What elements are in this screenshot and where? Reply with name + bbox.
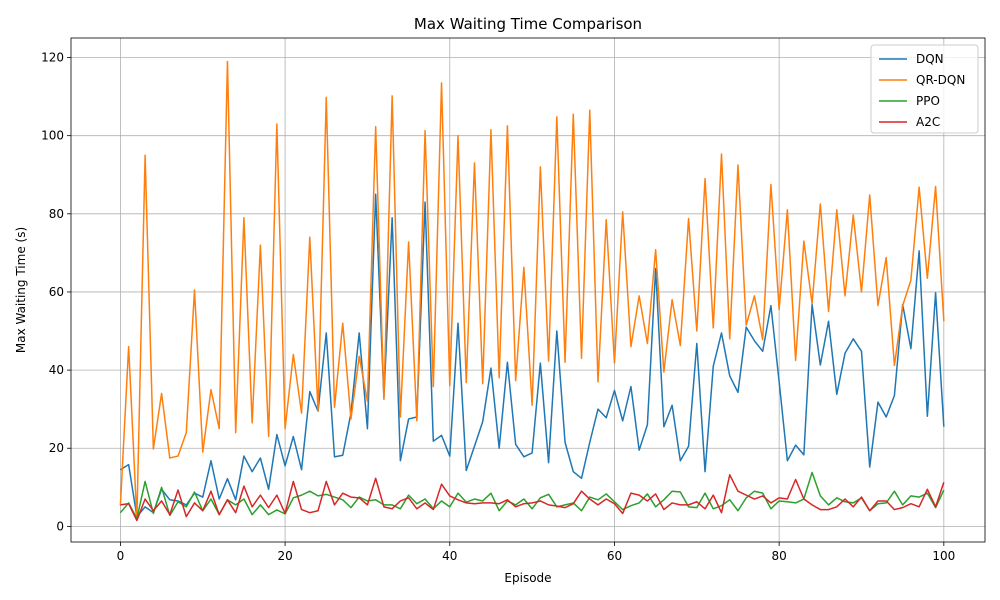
grid	[71, 38, 985, 542]
y-axis-label: Max Waiting Time (s)	[14, 227, 28, 353]
x-tick-label: 100	[932, 549, 955, 563]
series-line-dqn	[120, 193, 945, 518]
legend-label-a2c: A2C	[916, 115, 940, 129]
y-tick-label: 40	[49, 363, 64, 377]
legend-label-qr-dqn: QR-DQN	[916, 73, 965, 87]
series-line-a2c	[120, 474, 945, 522]
legend-label-ppo: PPO	[916, 94, 940, 108]
series-line-qr-dqn	[119, 60, 945, 521]
x-tick-label: 40	[442, 549, 457, 563]
plot-frame	[70, 37, 986, 543]
x-tick-label: 60	[607, 549, 622, 563]
series-line-ppo	[119, 471, 945, 520]
chart-title: Max Waiting Time Comparison	[414, 15, 642, 33]
y-tick-label: 0	[56, 519, 64, 533]
y-tick-label: 60	[49, 285, 64, 299]
legend: DQN QR-DQN PPO A2C	[870, 44, 979, 134]
y-tick-label: 120	[41, 51, 64, 65]
x-axis-label: Episode	[504, 571, 551, 585]
legend-label-dqn: DQN	[916, 52, 944, 66]
series-lines	[119, 60, 945, 522]
y-tick-label: 20	[49, 441, 64, 455]
x-tick-label: 80	[772, 549, 787, 563]
x-tick-label: 0	[117, 549, 125, 563]
x-tick-label: 20	[277, 549, 292, 563]
y-tick-label: 80	[49, 207, 64, 221]
y-tick-label: 100	[41, 129, 64, 143]
legend-box	[870, 44, 979, 134]
axis-ticks: 0 20 40 60 80 100 0 20 40 60 80 100 120	[41, 51, 955, 563]
